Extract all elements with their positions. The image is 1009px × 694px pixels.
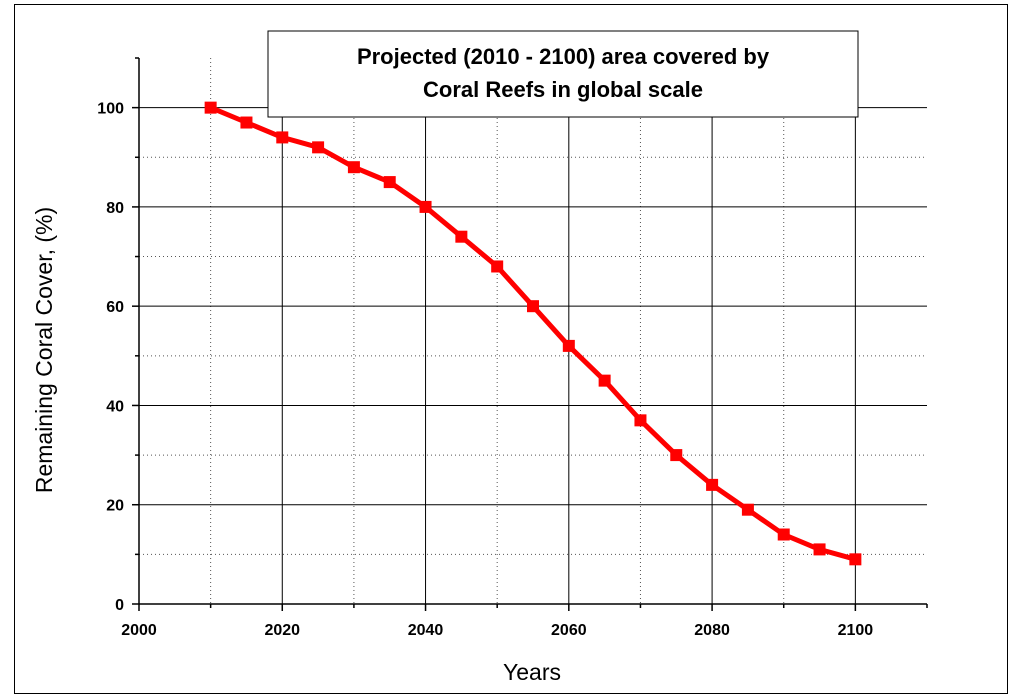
y-axis-title: Remaining Coral Cover, (%) xyxy=(31,207,57,493)
x-tick-label: 2020 xyxy=(264,622,300,639)
data-point xyxy=(527,300,539,313)
data-point xyxy=(562,339,575,352)
data-point xyxy=(491,260,504,273)
series-markers xyxy=(204,101,862,566)
data-point xyxy=(455,230,468,243)
data-point xyxy=(312,141,325,154)
x-tick-label: 2040 xyxy=(408,622,444,639)
grid xyxy=(139,58,927,604)
data-point xyxy=(813,543,826,556)
y-tick-label: 60 xyxy=(106,299,124,316)
x-tick-label: 2060 xyxy=(551,622,587,639)
title-line-2: Coral Reefs in global scale xyxy=(423,77,703,102)
data-point xyxy=(383,176,396,189)
axes xyxy=(138,58,927,605)
data-point xyxy=(849,553,862,566)
x-tick-label: 2000 xyxy=(121,622,157,639)
y-tick-label: 100 xyxy=(97,101,124,118)
data-point xyxy=(741,503,754,516)
y-tick-label: 20 xyxy=(106,498,124,515)
title-line-1: Projected (2010 - 2100) area covered by xyxy=(357,44,770,69)
data-point xyxy=(240,116,253,129)
data-point xyxy=(347,161,360,174)
data-point xyxy=(276,131,289,144)
x-tick-label: 2100 xyxy=(838,622,874,639)
x-axis-title: Years xyxy=(503,659,561,684)
x-tick-label: 2080 xyxy=(694,622,730,639)
data-point xyxy=(419,200,432,213)
data-point xyxy=(670,449,683,462)
y-tick-label: 80 xyxy=(106,200,124,217)
data-point xyxy=(634,414,647,427)
data-point xyxy=(204,101,217,114)
chart-title: Projected (2010 - 2100) area covered by … xyxy=(267,30,859,118)
data-point xyxy=(777,528,790,541)
data-point xyxy=(706,478,719,491)
series-line xyxy=(209,105,857,562)
title-box xyxy=(267,30,859,118)
y-tick-label: 0 xyxy=(115,597,124,614)
data-point xyxy=(598,374,611,387)
y-tick-label: 40 xyxy=(106,398,124,415)
data-line xyxy=(209,105,857,562)
